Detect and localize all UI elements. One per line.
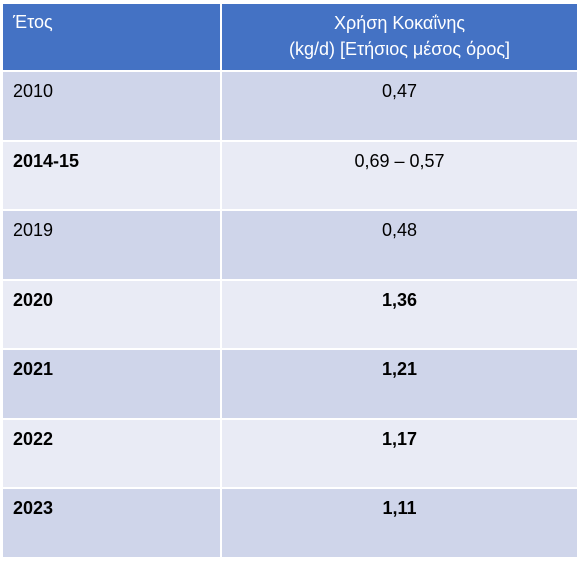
table-row: 2022 1,17 [1, 417, 579, 489]
table-row: 2021 1,21 [1, 348, 579, 420]
value-cell: 1,36 [220, 278, 579, 350]
header-text: Έτος [13, 12, 53, 32]
year-cell: 2022 [1, 417, 222, 489]
year-cell: 2014-15 [1, 139, 222, 211]
year-cell: 2019 [1, 209, 222, 281]
value-cell: 0,69 – 0,57 [220, 139, 579, 211]
table-row: 2019 0,48 [1, 209, 579, 281]
table-row: 2023 1,11 [1, 487, 579, 559]
header-cell: Χρήση Κοκαΐνης (kg/d) [Ετήσιος μέσος όρο… [220, 2, 579, 72]
year-cell: 2010 [1, 70, 222, 142]
value-cell: 1,11 [220, 487, 579, 559]
table-row: 2014-15 0,69 – 0,57 [1, 139, 579, 211]
header-text: Χρήση Κοκαΐνης [333, 13, 466, 33]
value-cell: 1,21 [220, 348, 579, 420]
table-row: 2020 1,36 [1, 278, 579, 350]
year-cell: 2020 [1, 278, 222, 350]
header-row: Έτος Χρήση Κοκαΐνης (kg/d) [Ετήσιος μέσο… [1, 2, 579, 72]
header-cell: Έτος [1, 2, 222, 72]
value-cell: 0,48 [220, 209, 579, 281]
year-cell: 2023 [1, 487, 222, 559]
year-cell: 2021 [1, 348, 222, 420]
header-text: (kg/d) [Ετήσιος μέσος όρος] [288, 39, 511, 59]
value-cell: 0,47 [220, 70, 579, 142]
value-cell: 1,17 [220, 417, 579, 489]
table-row: 2010 0,47 [1, 70, 579, 142]
